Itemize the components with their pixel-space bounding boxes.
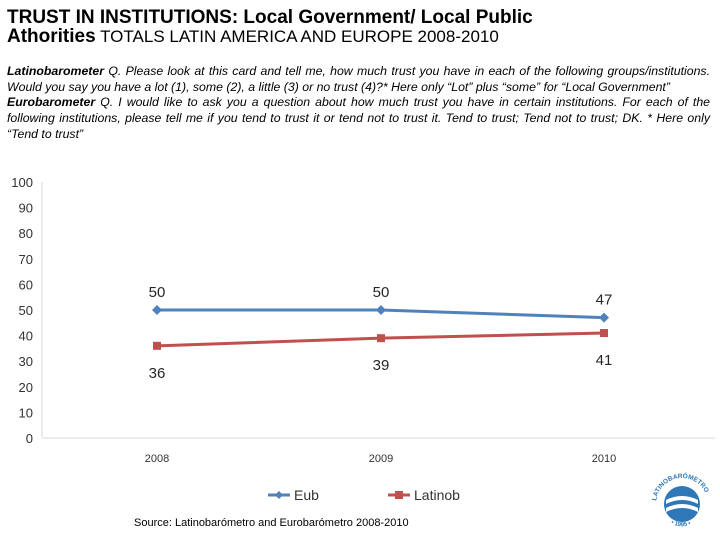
- latino-text: Q. Please look at this card and tell me,…: [7, 64, 710, 94]
- data-point: [600, 329, 608, 338]
- title-line-1: TRUST IN INSTITUTIONS: Local Government/…: [7, 7, 533, 28]
- x-tick-label: 2010: [592, 453, 616, 465]
- y-tick-label: 30: [19, 354, 33, 369]
- line-chart: 0 10 20 30 40 50 60 70 80 90 100 2008 2009 2010 50 50 4…: [11, 175, 715, 503]
- data-point: [153, 341, 161, 350]
- data-label: 36: [149, 365, 166, 382]
- euro-question: Eurobarometer Q. I would like to ask you…: [7, 95, 710, 142]
- data-label: 50: [149, 284, 166, 301]
- title-line-2: Athorities TOTALS LATIN AMERICA AND EURO…: [7, 27, 715, 46]
- y-tick-label: 40: [19, 329, 33, 344]
- legend-marker: [275, 491, 283, 499]
- svg-text:• 1995 •: • 1995 •: [670, 520, 692, 529]
- latino-question: Latinobarometer Q. Please look at this c…: [7, 64, 710, 95]
- y-tick-label: 80: [19, 226, 33, 241]
- latinobarometro-logo: LATINOBARÓMETRO • 1995 •: [651, 471, 710, 529]
- y-tick-label: 10: [19, 405, 33, 420]
- question-text: Latinobarometer Q. Please look at this c…: [7, 64, 710, 143]
- data-point: [152, 305, 162, 315]
- title-line-2-bold: Athorities: [7, 26, 96, 47]
- chart-series: 50 50 47 36 39 41: [149, 284, 613, 382]
- data-point: [599, 312, 609, 323]
- y-tick-label: 70: [19, 252, 33, 267]
- data-label: 47: [596, 292, 613, 309]
- data-point: [377, 334, 385, 343]
- data-label: 39: [373, 357, 390, 374]
- y-tick-label: 0: [26, 431, 33, 446]
- y-tick-label: 90: [19, 201, 33, 216]
- euro-label: Eurobarometer: [7, 95, 96, 110]
- latino-label: Latinobarometer: [7, 64, 105, 78]
- source-note: Source: Latinobarómetro and Eurobarómetr…: [134, 517, 409, 529]
- data-label: 50: [373, 284, 390, 301]
- logo-text-bottom: • 1995 •: [670, 520, 692, 529]
- chart-axes: 0 10 20 30 40 50 60 70 80 90 100 2008 2009 2010: [11, 175, 715, 465]
- chart-legend: Eub Latinob: [268, 487, 460, 503]
- euro-text: Q. I would like to ask you a question ab…: [7, 95, 710, 141]
- x-tick-label: 2008: [145, 453, 169, 465]
- legend-marker: [395, 491, 403, 499]
- data-point: [376, 305, 386, 315]
- y-tick-label: 20: [19, 380, 33, 395]
- title-line-2-rest: TOTALS LATIN AMERICA AND EUROPE 2008-201…: [95, 27, 499, 46]
- y-tick-label: 100: [11, 175, 33, 190]
- y-tick-label: 50: [19, 303, 33, 318]
- data-label: 41: [596, 352, 613, 369]
- legend-label: Latinob: [414, 487, 460, 503]
- y-tick-label: 60: [19, 277, 33, 292]
- legend-label: Eub: [294, 487, 319, 503]
- x-tick-label: 2009: [369, 453, 393, 465]
- page-title: TRUST IN INSTITUTIONS: Local Government/…: [7, 8, 715, 46]
